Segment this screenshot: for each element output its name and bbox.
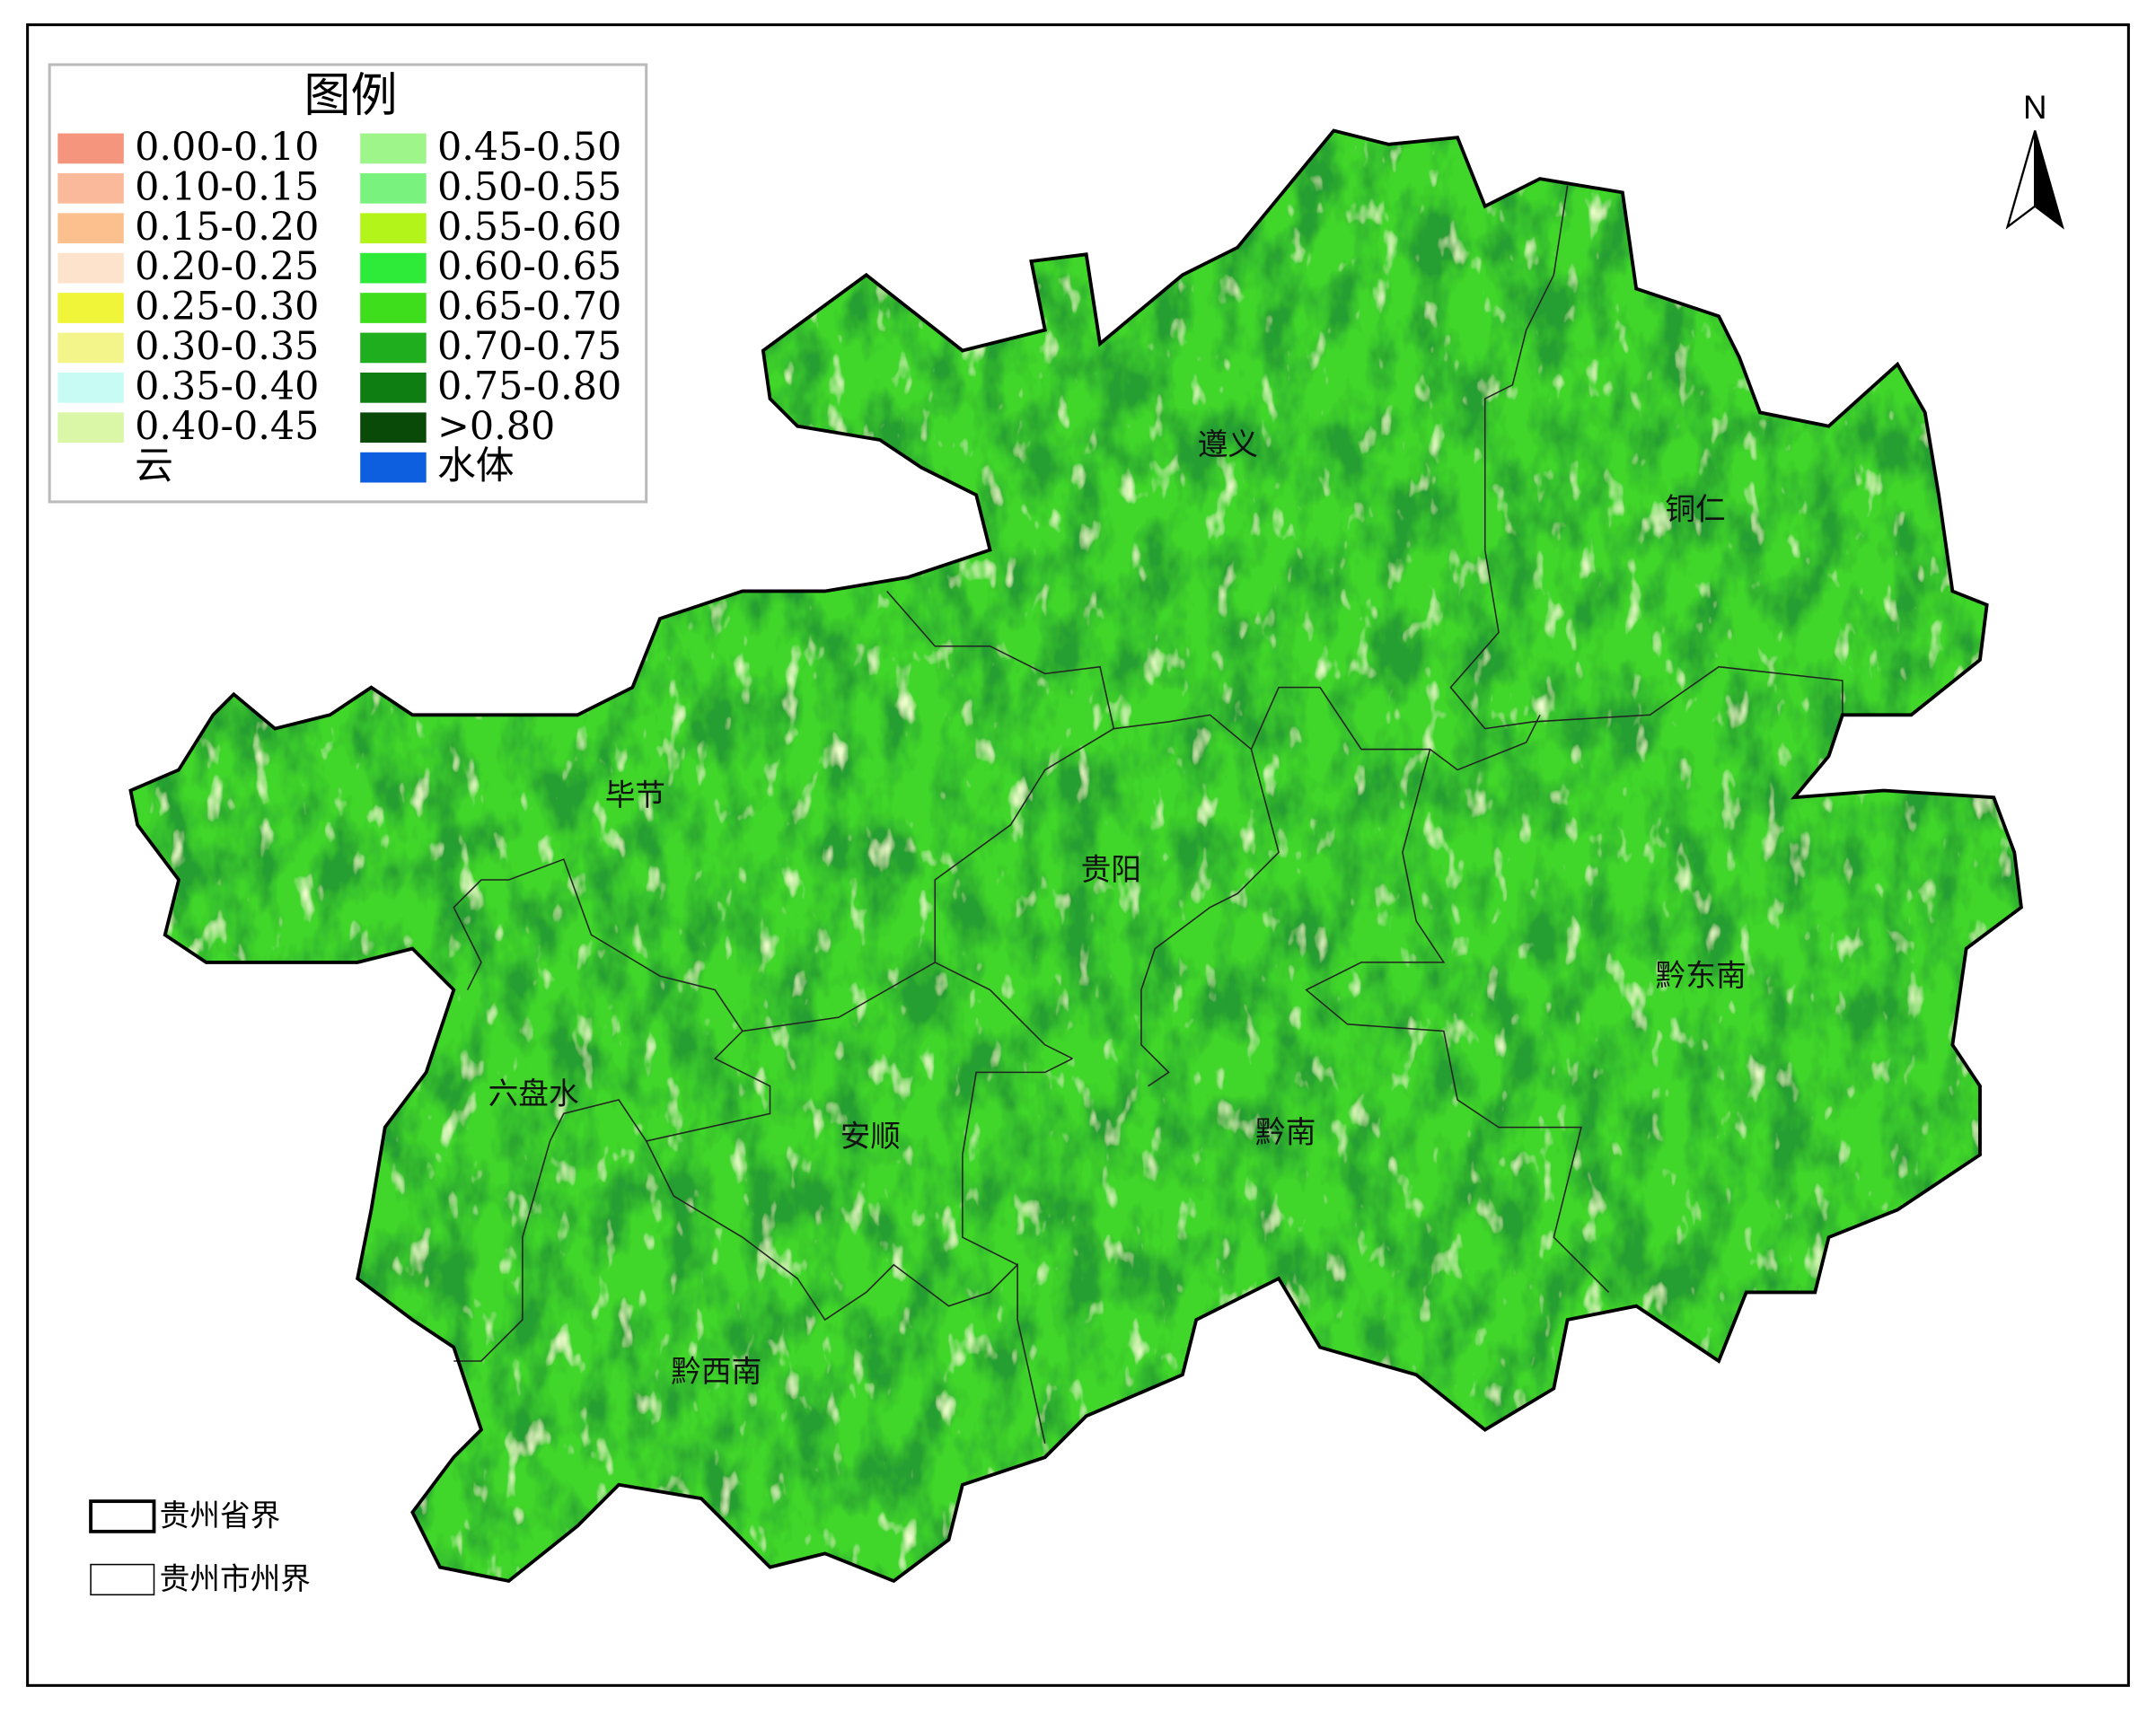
legend-label: 0.40-0.45 <box>135 404 319 449</box>
legend-label: 0.55-0.60 <box>437 205 621 250</box>
legend-label: 0.35-0.40 <box>135 364 319 408</box>
legend-label: 0.30-0.35 <box>135 324 319 369</box>
boundary <box>1140 749 1280 1087</box>
boundary <box>549 962 936 1142</box>
legend-label: 0.00-0.10 <box>135 125 319 170</box>
boundary-swatch <box>89 1499 156 1533</box>
legend-label: >0.80 <box>437 404 555 449</box>
region-label: 黔西南 <box>671 1354 761 1389</box>
legend-label: 0.10-0.15 <box>135 164 319 209</box>
region-label: 毕节 <box>605 777 665 813</box>
legend-label: 0.75-0.80 <box>437 364 621 408</box>
boundary-swatch <box>90 1563 155 1596</box>
legend-label: 水体 <box>437 444 515 488</box>
boundary <box>1305 749 1610 1293</box>
legend-swatch <box>57 412 124 444</box>
legend-swatch <box>57 172 124 204</box>
legend-title: 图例 <box>304 69 397 123</box>
prefecture-boundaries <box>453 185 1844 1445</box>
legend-label: 0.15-0.20 <box>135 205 319 250</box>
boundary <box>962 1058 1073 1266</box>
legend-swatch <box>360 172 427 204</box>
legend-label: 0.50-0.55 <box>437 164 621 209</box>
legend-label: 云 <box>135 444 173 488</box>
boundary-label: 贵州市州界 <box>160 1561 311 1596</box>
legend-label: 0.25-0.30 <box>135 285 319 329</box>
legend-swatch <box>57 213 124 244</box>
legend-label: 0.60-0.65 <box>437 244 621 289</box>
legend-swatch <box>360 373 427 403</box>
legend-swatch <box>57 293 124 323</box>
region-label: 铜仁 <box>1665 492 1725 527</box>
north-label: N <box>2023 89 2047 126</box>
legend-swatch <box>360 452 427 483</box>
legend-swatch <box>360 293 427 323</box>
legend-swatch <box>360 133 427 164</box>
legend-label: 0.65-0.70 <box>437 285 621 329</box>
region-label: 遵义 <box>1198 427 1258 462</box>
region-label: 黔南 <box>1255 1114 1316 1149</box>
boundary <box>646 1140 1046 1445</box>
region-label: 贵阳 <box>1081 852 1141 887</box>
legend-swatch <box>360 412 427 444</box>
region-label: 黔东南 <box>1656 958 1747 993</box>
region-label: 安顺 <box>840 1119 901 1154</box>
legend-swatch <box>57 252 124 284</box>
legend-swatch <box>57 332 124 364</box>
legend-swatch <box>57 373 124 403</box>
legend-swatch <box>57 133 124 164</box>
region-label: 六盘水 <box>488 1076 579 1111</box>
legend-swatch <box>360 252 427 284</box>
legend-label: 0.45-0.50 <box>437 125 621 170</box>
legend-swatch <box>360 213 427 244</box>
arrow-right <box>2034 130 2064 230</box>
boundary <box>886 590 1541 771</box>
legend-box <box>48 63 648 504</box>
legend-label: 0.70-0.75 <box>437 324 621 369</box>
boundary <box>453 858 744 1032</box>
legend-swatch <box>360 332 427 364</box>
legend-label: 0.20-0.25 <box>135 244 319 289</box>
boundary <box>1449 185 1844 730</box>
boundary <box>453 1140 551 1362</box>
boundary-label: 贵州省界 <box>160 1498 281 1533</box>
north-arrow: N <box>2005 89 2064 230</box>
